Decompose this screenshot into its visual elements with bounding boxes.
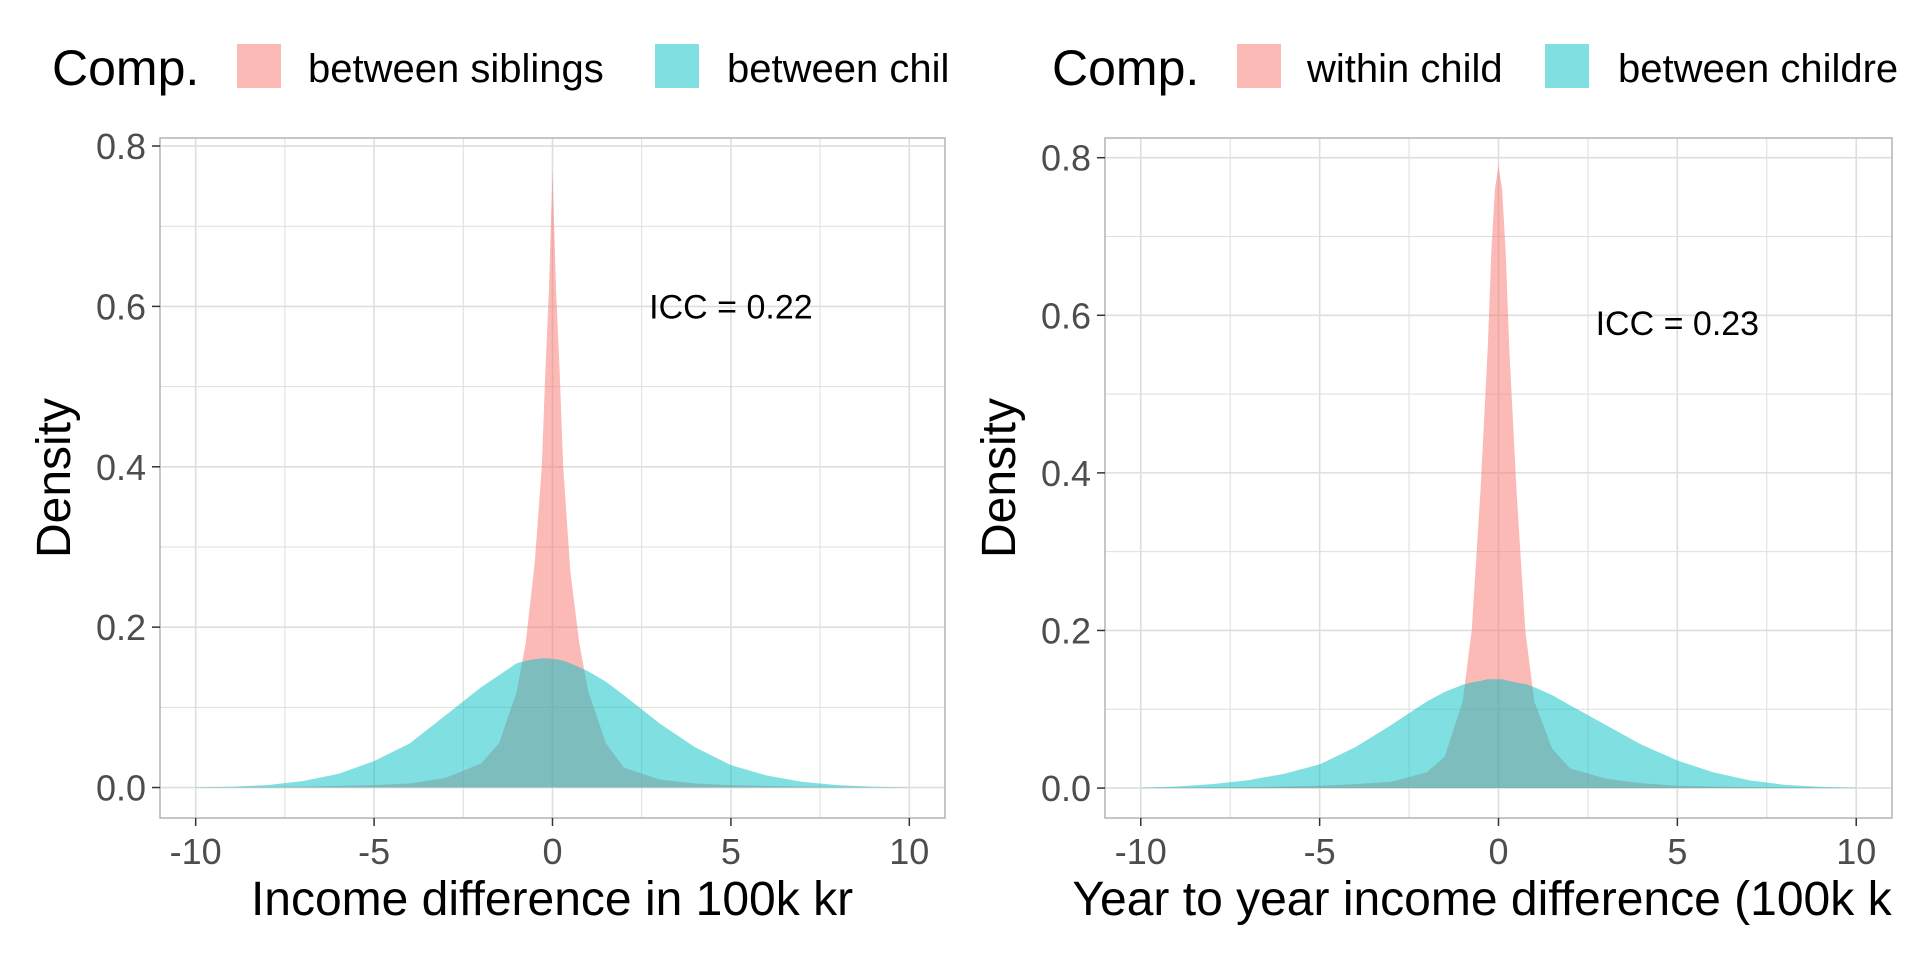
- y-tick-label: 0.4: [96, 447, 146, 488]
- y-tick-label: 0.0: [1041, 768, 1091, 809]
- y-tick-label: 0.8: [1041, 138, 1091, 179]
- y-tick-label: 0.0: [96, 768, 146, 809]
- y-tick-label: 0.2: [96, 607, 146, 648]
- density-area-within-child: [1140, 165, 1857, 789]
- panel-content: -10 -5 0 5 10 0.0 0.2 0.4 0.6 0.8 Year to year inc…: [973, 40, 1898, 926]
- legend-key-1: [1237, 44, 1281, 88]
- y-tick-label: 0.6: [1041, 295, 1091, 336]
- chart-panel-2: -10 -5 0 5 10 0.0 0.2 0.4 0.6 0.8 Year to year inc…: [973, 40, 1898, 926]
- density-area-between-childre: [1140, 679, 1857, 789]
- x-tick-label: 0: [542, 831, 562, 872]
- legend-key-1: [237, 44, 281, 88]
- density-area-between-chil: [195, 658, 910, 788]
- density-area-between-siblings: [195, 170, 910, 788]
- icc-annotation: ICC = 0.22: [649, 288, 812, 326]
- y-tick-label: 0.2: [1041, 610, 1091, 651]
- x-tick-label: 0: [1488, 831, 1508, 872]
- x-tick-label: -10: [170, 831, 222, 872]
- y-axis-title: Density: [973, 398, 1026, 558]
- x-tick-label: 10: [1836, 831, 1876, 872]
- x-axis-title: Income difference in 100k kr: [251, 873, 853, 926]
- legend-key-2: [655, 44, 699, 88]
- legend-label-2: between childre: [1618, 47, 1898, 91]
- y-tick-label: 0.8: [96, 126, 146, 167]
- x-tick-label: 10: [889, 831, 929, 872]
- x-tick-label: -5: [358, 831, 390, 872]
- x-tick-label: 5: [721, 831, 741, 872]
- legend-label-2: between chil: [727, 47, 949, 91]
- legend-label-1: within child: [1306, 47, 1503, 91]
- x-tick-label: 5: [1667, 831, 1687, 872]
- legend-title: Comp.: [1052, 40, 1199, 96]
- x-tick-label: -5: [1304, 831, 1336, 872]
- x-axis-title: Year to year income difference (100k k: [1072, 873, 1892, 926]
- y-axis-title: Density: [28, 398, 81, 558]
- y-tick-label: 0.6: [96, 286, 146, 327]
- y-tick-label: 0.4: [1041, 453, 1091, 494]
- legend-label-1: between siblings: [308, 47, 604, 91]
- legend-key-2: [1545, 44, 1589, 88]
- icc-annotation: ICC = 0.23: [1596, 305, 1759, 343]
- chart-panel-1: -10 -5 0 5 10 0.0 0.2 0.4 0.6 0.8 Income differenc…: [28, 40, 949, 926]
- legend-title: Comp.: [52, 40, 199, 96]
- panel-content: -10 -5 0 5 10 0.0 0.2 0.4 0.6 0.8 Income differenc…: [28, 40, 949, 926]
- x-tick-label: -10: [1115, 831, 1167, 872]
